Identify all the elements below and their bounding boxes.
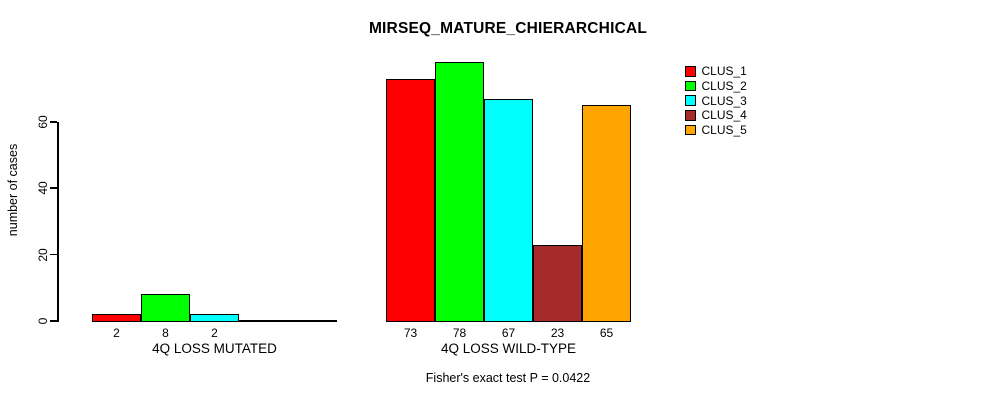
legend-swatch-icon — [685, 95, 696, 106]
legend-label: CLUS_4 — [701, 108, 747, 123]
stats-annotation: Fisher's exact test P = 0.0422 — [425, 371, 591, 385]
bar-clus_3 — [484, 98, 533, 322]
bar-clus_4 — [533, 244, 582, 322]
legend-item-clus_1: CLUS_1 — [685, 64, 747, 79]
bar-clus_3 — [190, 314, 239, 322]
bar-value-label: 67 — [501, 326, 516, 340]
legend-item-clus_2: CLUS_2 — [685, 79, 747, 94]
bar-clus_2 — [435, 62, 484, 322]
y-tick-mark — [50, 187, 57, 189]
legend-item-clus_4: CLUS_4 — [685, 108, 747, 123]
legend-item-clus_3: CLUS_3 — [685, 93, 747, 108]
y-tick-label: 0 — [36, 317, 50, 325]
bar-value-label: 23 — [550, 326, 565, 340]
y-tick-mark — [50, 253, 57, 256]
legend-label: CLUS_5 — [701, 123, 747, 138]
y-tick-mark — [50, 121, 57, 123]
chart-title: MIRSEQ_MATURE_CHIERARCHICAL — [368, 20, 648, 37]
bar-value-label: 2 — [211, 326, 218, 340]
y-tick-label: 60 — [36, 115, 50, 129]
legend-label: CLUS_3 — [701, 93, 747, 108]
legend-item-clus_5: CLUS_5 — [685, 123, 747, 138]
bar-clus_2 — [141, 294, 190, 322]
legend-swatch-icon — [685, 66, 696, 77]
legend-label: CLUS_2 — [701, 79, 747, 94]
bar-clus_1 — [386, 78, 435, 322]
bar-clus_1 — [92, 314, 141, 322]
y-tick-mark — [50, 320, 57, 322]
y-axis-label: number of cases — [6, 143, 20, 237]
group-axis-label: 4Q LOSS MUTATED — [152, 341, 277, 356]
bar-clus_5 — [582, 105, 631, 322]
bar-value-label: 8 — [162, 326, 169, 340]
bar-value-label: 65 — [599, 326, 614, 340]
y-tick-label: 20 — [36, 247, 50, 262]
bar-value-label: 78 — [452, 326, 467, 340]
legend: CLUS_1 CLUS_2 CLUS_3 CLUS_4 CLUS_5 — [685, 64, 747, 137]
y-tick-label: 40 — [36, 181, 50, 195]
y-axis-line — [57, 121, 59, 323]
bar-value-label: 73 — [403, 326, 418, 340]
bar-value-label: 2 — [113, 326, 120, 340]
group-axis-label: 4Q LOSS WILD-TYPE — [440, 341, 577, 356]
legend-swatch-icon — [685, 124, 696, 136]
legend-swatch-icon — [685, 110, 696, 121]
legend-swatch-icon — [685, 80, 696, 92]
legend-label: CLUS_1 — [701, 64, 747, 79]
